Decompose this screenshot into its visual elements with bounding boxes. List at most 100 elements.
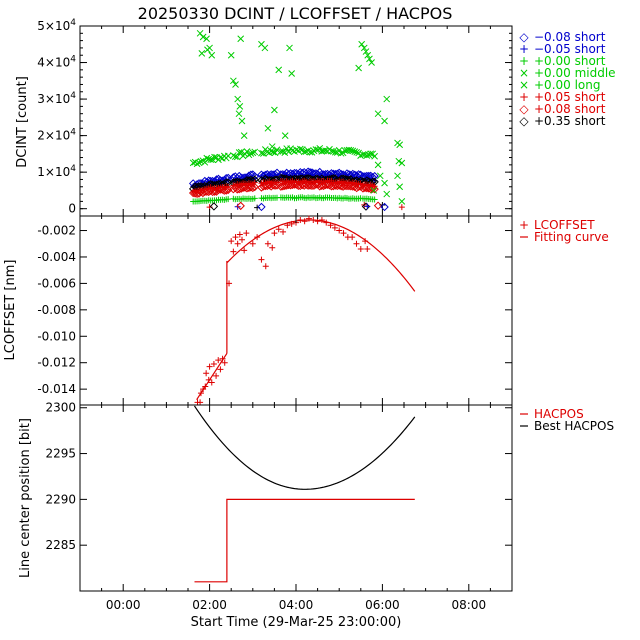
lcoffset-point [236,231,243,238]
dcint-outlier [398,159,406,167]
lcoffset-point [210,361,217,368]
dcint-point [247,150,255,157]
lcoffset-point [208,379,215,386]
dcint-point [203,154,211,162]
dcint-point [251,179,258,186]
figure-title: 20250330 DCINT / LCOFFSET / HACPOS [138,4,453,23]
y-tick-label: -0.006 [37,276,76,290]
lcoffset-point [219,355,226,362]
dcint-point [230,152,237,159]
lcoffset-point [249,240,256,247]
dcint-point [345,146,353,154]
legend-symbol: + [519,54,529,68]
legend-symbol: ◇ [519,102,529,116]
dcint-point [330,147,337,155]
legend-entry: Best HACPOS [520,419,614,433]
dcint-point [349,147,357,155]
dcint-point [189,159,197,167]
y-tick-label: 1×104 [37,164,76,179]
lcoffset-point [275,226,282,233]
x-tick-label: 00:00 [106,598,141,612]
dcint-point [197,158,205,165]
legend-entry: + +0.05 short [519,90,606,104]
dcint-point [361,202,371,211]
dcint-point [260,150,267,157]
dcint-point [331,181,340,190]
dcint-outlier [237,35,245,43]
dcint-outlier [261,44,269,52]
lcoffset-point [362,238,369,245]
dcint-outlier [235,110,243,118]
y-tick-label: -0.008 [37,303,76,317]
dcint-outlier [281,132,289,139]
dcint-point [250,182,259,192]
dcint-point [327,182,336,191]
legend-label: LCOFFSET [534,218,595,232]
dcint-point [370,187,378,194]
dcint-point [383,190,391,198]
lcoffset-point [288,220,295,227]
lcoffset-point [305,215,312,222]
lcoffset-point [271,230,278,237]
dcint-point [261,181,270,191]
dcint-point [211,153,218,161]
lcoffset-point [336,227,343,234]
lcoffset-marks [194,215,416,406]
y-tick-label: 2290 [45,492,76,506]
legend-label: +0.05 short [534,90,606,104]
hacpos-y-ticks: 2300 2295 2290 2285 [45,401,512,552]
dcint-marks [188,29,406,212]
dcint-point [249,149,257,157]
dcint-point [217,154,224,161]
dcint-point [236,201,245,211]
lcoffset-point [264,240,271,247]
lcoffset-point [230,248,237,255]
dcint-outlier [227,51,235,59]
hacpos-ylabel: Line center position [bit] [18,418,33,578]
dcint-point [248,183,258,193]
y-tick-label: 2300 [45,401,76,415]
dcint-point [265,181,274,190]
dcint-point [312,146,320,153]
dcint-point [296,145,304,153]
legend-label: Fitting curve [534,230,609,244]
x-tick-label: 08:00 [452,598,487,612]
lcoffset-point [217,366,224,373]
dcint-outlier [238,117,246,125]
dcint-point [214,185,223,195]
dcint-point [208,187,217,197]
dcint-point [394,172,401,180]
dcint-point [328,147,335,155]
y-tick-label: 3×104 [37,91,76,106]
legend-label: +0.08 short [534,102,606,116]
lcoffset-point [357,246,364,253]
legend-symbol: ◇ [519,114,529,128]
lcoffset-point [323,219,330,226]
dcint-point [201,158,209,166]
lcoffset-plot-frame [79,215,513,406]
dcint-point [367,150,375,158]
legend-entry: Fitting curve [520,230,609,244]
dcint-point [236,184,246,193]
lcoffset-point [203,370,210,377]
fitting-curve [226,219,416,292]
dcint-outlier [199,33,207,41]
y-tick-label: 0 [68,202,76,216]
dcint-point [224,152,232,160]
legend-symbol: + [519,42,529,56]
dcint-point [298,180,307,190]
dcint-outlier [374,110,382,118]
dcint-outlier [355,64,362,72]
legend-entry: + LCOFFSET [519,218,595,232]
dcint-point [358,184,368,193]
dcint-outlier [360,44,368,52]
dcint-outlier [234,95,242,103]
dcint-point [294,181,303,191]
lcoffset-point [197,399,204,406]
dcint-point [398,198,406,205]
dcint-point [233,153,241,161]
dcint-point [306,148,314,156]
dcint-point [335,146,343,154]
